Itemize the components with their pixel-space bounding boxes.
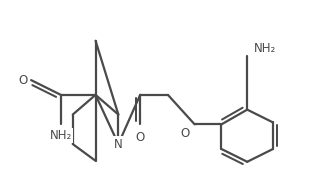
Text: O: O (180, 127, 190, 140)
Text: NH₂: NH₂ (254, 42, 276, 55)
Text: O: O (19, 74, 28, 87)
Text: O: O (136, 131, 145, 144)
Text: NH₂: NH₂ (50, 129, 72, 142)
Text: N: N (114, 138, 123, 151)
